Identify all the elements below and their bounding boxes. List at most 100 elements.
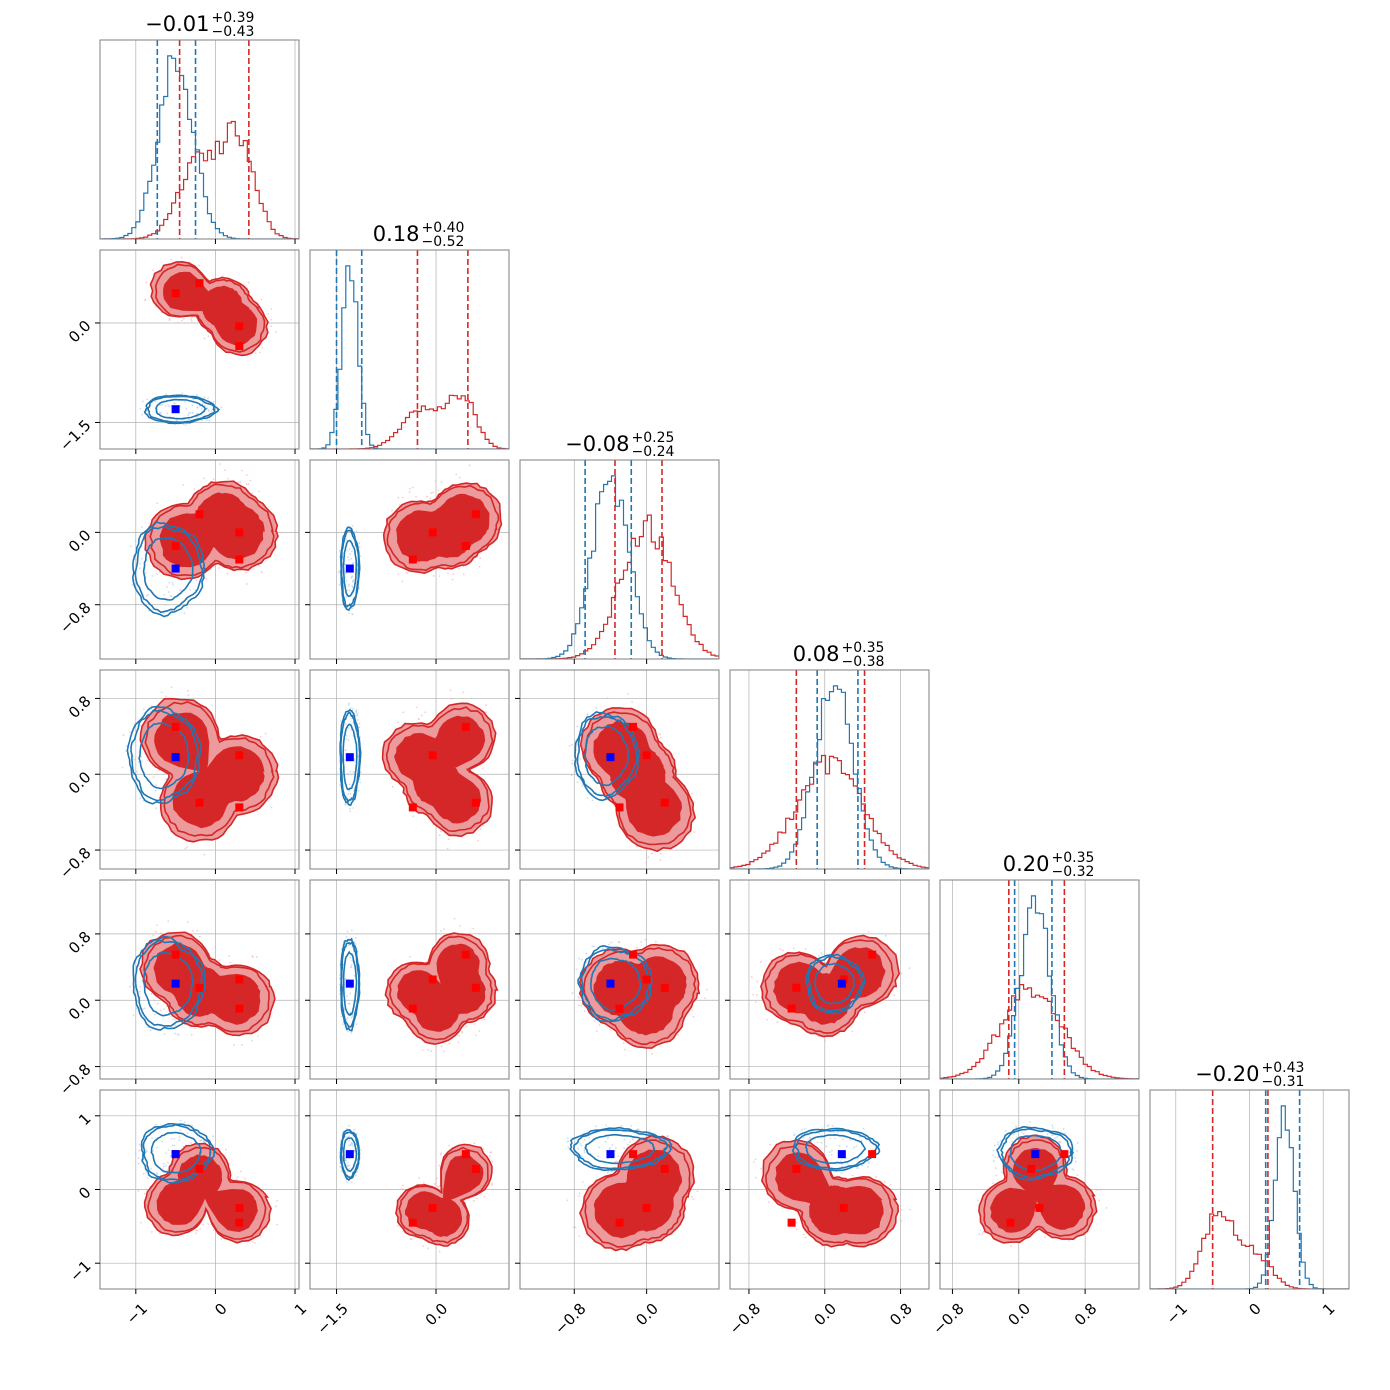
y-tick-label: −0.8: [56, 1060, 94, 1098]
blue-contour-mid: [134, 939, 203, 1027]
panel-2-0: −0.8 0.0: [56, 459, 300, 664]
panel-frame: [309, 249, 510, 450]
red-marker: [629, 1150, 638, 1159]
x-tick-label: 0: [211, 1300, 230, 1319]
x-tick-label: 1: [1319, 1300, 1338, 1319]
blue-contour-mid: [572, 1128, 668, 1170]
red-marker: [1035, 1203, 1044, 1212]
red-marker: [868, 1150, 877, 1159]
red-marker: [171, 289, 180, 298]
panel-frame: [519, 669, 720, 870]
panel-5-0: −1 0 1 −1 0 1: [66, 1089, 310, 1328]
blue-contour-mid: [794, 1129, 878, 1170]
blue-marker: [837, 979, 846, 988]
red-contour-inner: [404, 1154, 484, 1238]
blue-contour-mid: [339, 711, 361, 804]
x-tick-label: 0.0: [810, 1300, 840, 1330]
panel-4-0: −0.8 0.0 0.8: [56, 879, 300, 1099]
param-title-lower: −0.24: [632, 444, 675, 460]
red-marker: [235, 751, 244, 760]
blue-marker: [171, 405, 180, 414]
blue-contour-inner: [584, 725, 630, 787]
red-marker: [839, 975, 848, 984]
blue-contour-outer: [791, 1127, 881, 1172]
red-marker: [792, 983, 801, 992]
red-marker: [471, 983, 480, 992]
panel-5-3: −0.8 0.0 0.8: [725, 1089, 930, 1338]
red-marker: [629, 722, 638, 731]
blue-marker: [606, 753, 615, 762]
y-tick-label: 0.0: [65, 994, 95, 1024]
param-title-value: −0.20: [1195, 1062, 1259, 1086]
blue-marker: [345, 1150, 354, 1159]
panel-frame: [519, 459, 720, 660]
blue-contour-inner: [155, 398, 208, 420]
blue-contour-outer: [126, 705, 203, 805]
panel-frame: [309, 879, 510, 1080]
red-contour-mid: [144, 701, 275, 837]
blue-contour-inner: [584, 1134, 656, 1165]
blue-contour-outer: [569, 1126, 673, 1172]
x-tick-label: 0.0: [632, 1300, 662, 1330]
blue-contour-mid: [1000, 1127, 1073, 1179]
red-marker: [235, 342, 244, 351]
panel-3-0: −0.8 0.0 0.8: [56, 669, 300, 882]
x-tick-label: −1: [1163, 1300, 1191, 1328]
red-marker: [408, 1218, 417, 1227]
param-title-lower: −0.52: [422, 234, 465, 250]
panel-5-4: −0.8 0.0 0.8: [929, 1089, 1140, 1338]
param-title-upper: +0.35: [842, 640, 885, 656]
y-tick-label: 0: [75, 1183, 94, 1202]
red-contour-mid: [583, 947, 697, 1045]
param-title-value: 0.18: [373, 222, 420, 246]
param-title-value: −0.08: [565, 432, 629, 456]
panel-2-1: [305, 459, 510, 664]
red-marker: [171, 541, 180, 550]
red-marker: [235, 528, 244, 537]
red-contour-mid: [143, 934, 270, 1033]
blue-histogram-2: [520, 475, 719, 659]
red-contour-mid: [147, 1146, 267, 1240]
x-tick-label: 0.0: [1004, 1300, 1034, 1330]
red-contour-inner: [153, 943, 261, 1025]
panel-4-1: [305, 879, 510, 1084]
param-title-lower: −0.43: [212, 24, 255, 40]
y-tick-label: −1.5: [56, 416, 94, 454]
red-contour-mid: [584, 1139, 691, 1248]
red-contour-inner: [394, 715, 486, 824]
blue-marker: [171, 753, 180, 762]
blue-marker: [606, 979, 615, 988]
blue-contour-outer: [143, 394, 221, 425]
y-tick-label: −0.8: [56, 844, 94, 882]
panel-5-1: −1.5 0.0: [305, 1089, 510, 1338]
panel-2-2: −0.08 +0.25−0.24: [519, 430, 720, 664]
red-marker: [792, 1164, 801, 1173]
red-marker: [461, 950, 470, 959]
blue-contour-outer: [996, 1125, 1075, 1181]
y-tick-label: 1: [75, 1110, 94, 1129]
blue-contour-outer: [132, 935, 206, 1031]
panel-4-4: 0.20 +0.35−0.32: [939, 850, 1140, 1084]
y-tick-label: 0.8: [65, 928, 95, 958]
red-contour-inner: [397, 943, 486, 1032]
blue-marker: [171, 979, 180, 988]
red-contour-mid: [583, 711, 692, 846]
blue-contour-inner: [342, 1137, 358, 1173]
red-marker: [408, 803, 417, 812]
param-title-lower: −0.32: [1052, 864, 1095, 880]
red-marker: [408, 555, 417, 564]
blue-marker: [606, 1150, 615, 1159]
red-marker: [235, 803, 244, 812]
blue-contour-mid: [142, 1123, 212, 1181]
blue-histogram-3: [730, 685, 929, 869]
x-tick-label: −1.5: [313, 1300, 351, 1338]
red-marker: [660, 983, 669, 992]
red-marker: [839, 1203, 848, 1212]
blue-histogram-4: [940, 895, 1139, 1079]
blue-contour-inner: [589, 957, 642, 1011]
panel-frame: [99, 249, 300, 450]
red-marker: [428, 1203, 437, 1212]
panel-frame: [729, 879, 930, 1080]
red-marker: [642, 975, 651, 984]
red-contour-inner: [593, 1149, 683, 1239]
